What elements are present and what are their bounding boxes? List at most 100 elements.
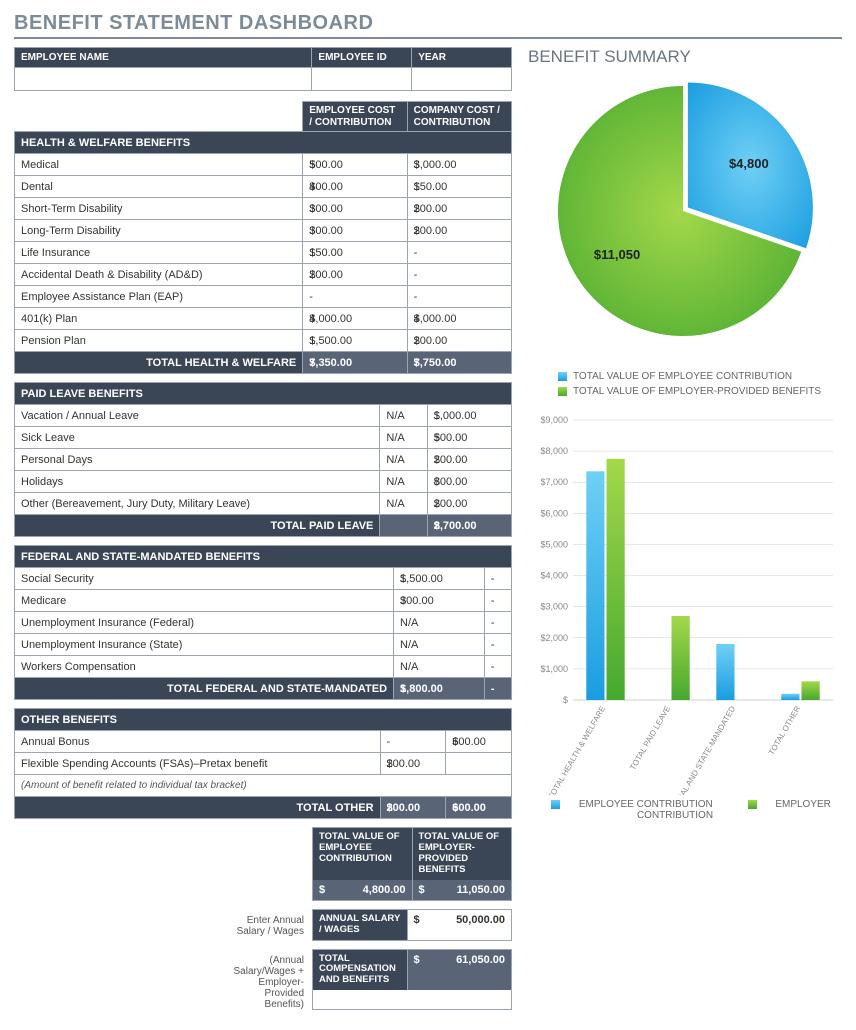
total-row: TOTAL FEDERAL AND STATE-MANDATED$1,800.0… <box>15 678 512 700</box>
cell-emp[interactable]: $200.00 <box>380 753 446 775</box>
cell-comp[interactable]: - <box>407 264 511 286</box>
cell-comp[interactable]: $200.00 <box>407 198 511 220</box>
cell-emp[interactable]: $500.00 <box>303 154 407 176</box>
cell-emp[interactable]: $4,000.00 <box>303 308 407 330</box>
page-title: BENEFIT STATEMENT DASHBOARD <box>14 12 842 39</box>
table-row: Workers CompensationN/A- <box>15 656 512 678</box>
svg-text:$2,000: $2,000 <box>540 633 568 643</box>
summary-emp-val: $4,800.00 <box>313 880 413 900</box>
bar-chart: $$1,000$2,000$3,000$4,000$5,000$6,000$7,… <box>528 415 838 795</box>
cell-emp[interactable]: N/A <box>394 634 485 656</box>
cell-emp[interactable]: N/A <box>380 449 427 471</box>
cell-emp[interactable]: $300.00 <box>303 220 407 242</box>
section-paid: PAID LEAVE BENEFITSVacation / Annual Lea… <box>14 382 512 537</box>
row-label: Dental <box>15 176 303 198</box>
summary-comp-val: $11,050.00 <box>413 880 512 900</box>
cell-comp[interactable]: - <box>407 242 511 264</box>
section-health: EMPLOYEE COST / CONTRIBUTIONCOMPANY COST… <box>14 101 512 374</box>
cell-comp[interactable]: $4,000.00 <box>407 308 511 330</box>
summary-comp-head: TOTAL VALUE OF EMPLOYER-PROVIDED BENEFIT… <box>413 828 512 880</box>
employee-info: EMPLOYEE NAME EMPLOYEE ID YEAR <box>14 47 512 91</box>
cell-comp[interactable]: - <box>484 568 511 590</box>
row-label: Accidental Death & Disability (AD&D) <box>15 264 303 286</box>
salary-input[interactable]: $50,000.00 <box>408 910 512 940</box>
cell-emp[interactable]: N/A <box>380 471 427 493</box>
total-label: TOTAL HEALTH & WELFARE <box>15 352 303 374</box>
total-label: TOTAL PAID LEAVE <box>15 515 380 537</box>
row-label: Vacation / Annual Leave <box>15 405 380 427</box>
year-label: YEAR <box>412 48 511 68</box>
cell-emp[interactable]: - <box>380 731 446 753</box>
cell-emp[interactable]: N/A <box>380 405 427 427</box>
cell-comp[interactable]: - <box>407 286 511 308</box>
cell-emp[interactable]: $200.00 <box>303 264 407 286</box>
cell-emp[interactable]: - <box>303 286 407 308</box>
table-row: Social Security$1,500.00- <box>15 568 512 590</box>
pie-legend: TOTAL VALUE OF EMPLOYEE CONTRIBUTION TOT… <box>528 371 838 397</box>
svg-text:TOTAL OTHER: TOTAL OTHER <box>767 704 802 756</box>
row-label: Holidays <box>15 471 380 493</box>
emp-name-input[interactable] <box>15 68 311 90</box>
cell-comp[interactable] <box>446 753 512 775</box>
table-row: Annual Bonus-$600.00 <box>15 731 512 753</box>
row-label: Medical <box>15 154 303 176</box>
table-row: Dental$400.00$150.00 <box>15 176 512 198</box>
table-row: Unemployment Insurance (State)N/A- <box>15 634 512 656</box>
cell-emp[interactable]: N/A <box>380 493 427 515</box>
row-label: Annual Bonus <box>15 731 381 753</box>
svg-text:$3,000: $3,000 <box>540 602 568 612</box>
table-row: Personal DaysN/A$200.00 <box>15 449 512 471</box>
row-label: Personal Days <box>15 449 380 471</box>
row-label: Flexible Spending Accounts (FSAs)–Pretax… <box>15 753 381 775</box>
cell-comp[interactable]: $200.00 <box>427 493 511 515</box>
totalcomp-caption: (Annual Salary/Wages + Employer-Provided… <box>232 949 312 1010</box>
pie-legend-emp: TOTAL VALUE OF EMPLOYEE CONTRIBUTION <box>573 371 792 382</box>
row-label: Social Security <box>15 568 394 590</box>
cell-emp[interactable]: $400.00 <box>303 176 407 198</box>
total-comp: - <box>484 678 511 700</box>
svg-text:$6,000: $6,000 <box>540 508 568 518</box>
table-row: Employee Assistance Plan (EAP)-- <box>15 286 512 308</box>
cell-comp[interactable]: - <box>484 656 511 678</box>
svg-text:$4,000: $4,000 <box>540 571 568 581</box>
cell-comp[interactable]: $1,000.00 <box>427 405 511 427</box>
svg-text:$8,000: $8,000 <box>540 446 568 456</box>
year-input[interactable] <box>412 68 511 90</box>
cell-comp[interactable]: $150.00 <box>407 176 511 198</box>
total-row: TOTAL HEALTH & WELFARE$7,350.00$7,750.00 <box>15 352 512 374</box>
cell-comp[interactable]: $3,000.00 <box>407 154 511 176</box>
cell-emp[interactable]: N/A <box>394 612 485 634</box>
svg-text:$1,000: $1,000 <box>540 664 568 674</box>
cell-emp[interactable]: $1,500.00 <box>303 330 407 352</box>
svg-text:$: $ <box>563 695 568 705</box>
cell-comp[interactable]: $200.00 <box>407 220 511 242</box>
total-emp: $1,800.00 <box>394 678 485 700</box>
table-row: Vacation / Annual LeaveN/A$1,000.00 <box>15 405 512 427</box>
cell-comp[interactable]: $200.00 <box>427 449 511 471</box>
col-comp: COMPANY COST / CONTRIBUTION <box>407 102 511 132</box>
cell-emp[interactable]: N/A <box>380 427 427 449</box>
section-header: OTHER BENEFITS <box>15 709 512 731</box>
cell-comp[interactable]: $600.00 <box>446 731 512 753</box>
cell-emp[interactable]: $300.00 <box>303 198 407 220</box>
row-label: Life Insurance <box>15 242 303 264</box>
section-header: HEALTH & WELFARE BENEFITS <box>15 132 512 154</box>
cell-comp[interactable]: - <box>484 590 511 612</box>
emp-id-input[interactable] <box>312 68 411 90</box>
table-row: Long-Term Disability$300.00$200.00 <box>15 220 512 242</box>
emp-id-label: EMPLOYEE ID <box>312 48 411 68</box>
cell-comp[interactable]: $500.00 <box>427 427 511 449</box>
cell-comp[interactable]: - <box>484 634 511 656</box>
section-header: PAID LEAVE BENEFITS <box>15 383 512 405</box>
cell-comp[interactable]: - <box>484 612 511 634</box>
table-row: Short-Term Disability$300.00$200.00 <box>15 198 512 220</box>
pie-legend-comp: TOTAL VALUE OF EMPLOYER-PROVIDED BENEFIT… <box>573 386 821 397</box>
cell-comp[interactable]: $800.00 <box>427 471 511 493</box>
pie-comp-label: $11,050 <box>594 247 640 262</box>
cell-emp[interactable]: $300.00 <box>394 590 485 612</box>
cell-emp[interactable]: $150.00 <box>303 242 407 264</box>
cell-emp[interactable]: $1,500.00 <box>394 568 485 590</box>
section-other: OTHER BENEFITSAnnual Bonus-$600.00Flexib… <box>14 708 512 819</box>
cell-comp[interactable]: $200.00 <box>407 330 511 352</box>
cell-emp[interactable]: N/A <box>394 656 485 678</box>
